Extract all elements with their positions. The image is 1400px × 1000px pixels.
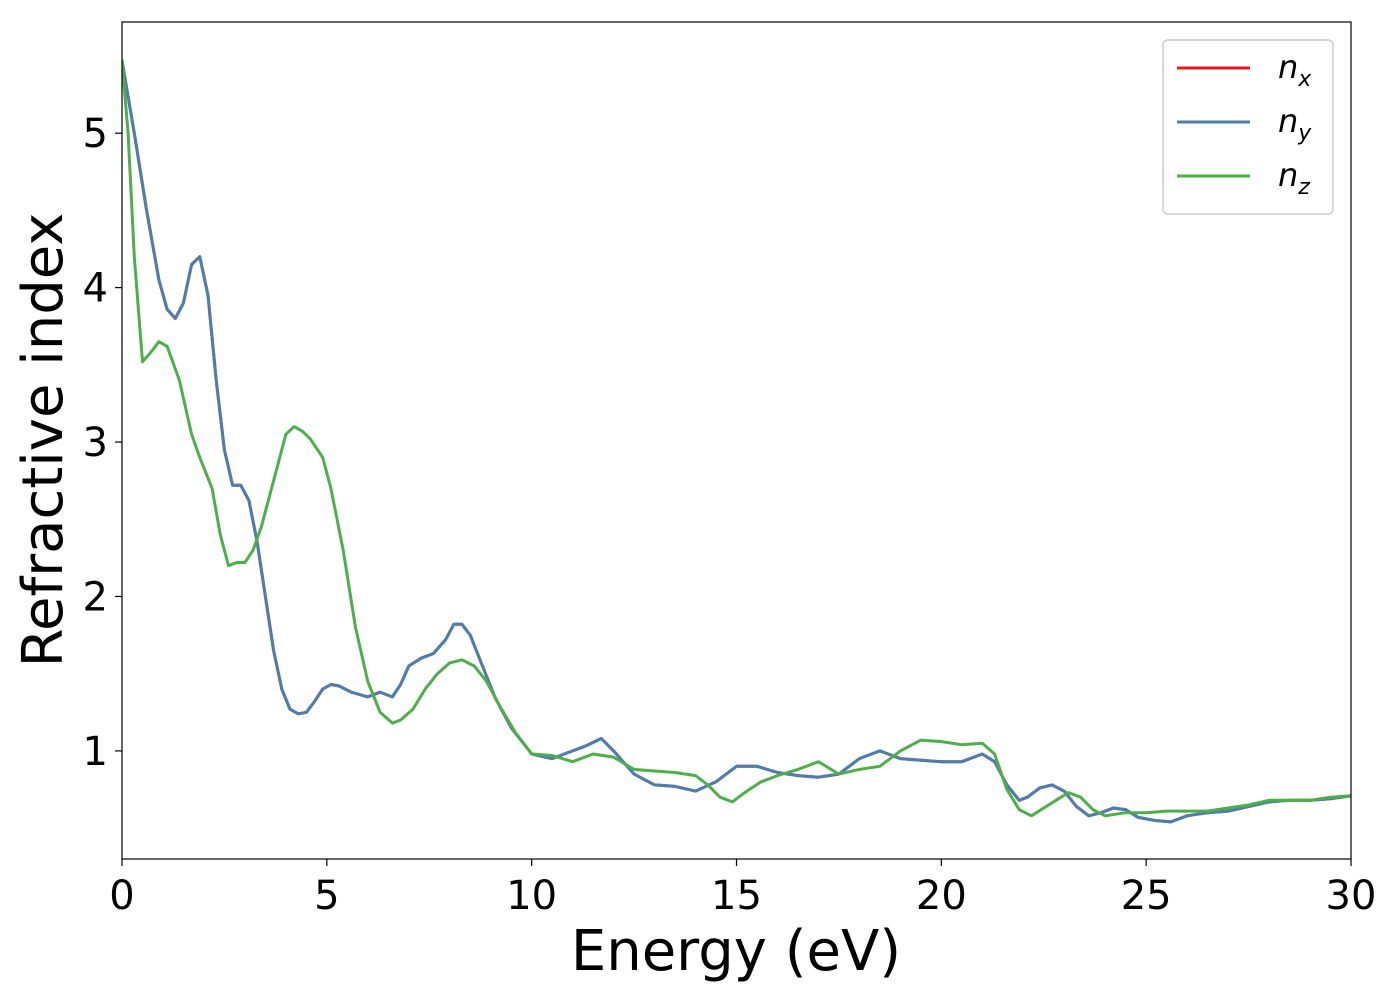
- x-tick-label: 5: [314, 873, 339, 919]
- x-tick-label: 20: [916, 873, 967, 919]
- y-tick-label: 4: [83, 266, 108, 312]
- series-layer: [122, 59, 1351, 824]
- x-axis-ticks: 0 5 10 15 20 25 30: [109, 859, 1376, 919]
- x-tick-label: 0: [109, 873, 134, 919]
- y-tick-label: 5: [83, 111, 108, 157]
- x-tick-label: 10: [506, 873, 557, 919]
- series-line-nz: [122, 59, 1351, 818]
- x-tick-label: 25: [1121, 873, 1172, 919]
- x-tick-label: 30: [1326, 873, 1377, 919]
- x-axis-label: Energy (eV): [571, 919, 901, 984]
- y-tick-label: 3: [83, 420, 108, 466]
- legend-box: [1162, 39, 1334, 215]
- series-line-ny: [122, 59, 1351, 824]
- y-tick-label: 1: [83, 729, 108, 775]
- legend-label-nx: nx: [1278, 48, 1312, 92]
- y-tick-label: 2: [83, 574, 108, 620]
- x-tick-label: 15: [711, 873, 762, 919]
- y-axis-ticks: 1 2 3 4 5: [83, 111, 122, 775]
- y-axis-label: Refractive index: [11, 213, 76, 668]
